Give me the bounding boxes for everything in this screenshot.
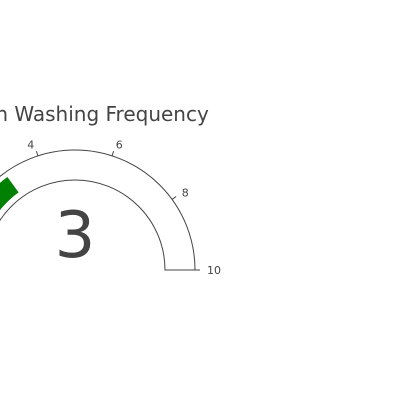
gauge-value: 3 bbox=[55, 199, 96, 273]
gauge-tick bbox=[171, 196, 177, 200]
gauge-tick bbox=[35, 150, 39, 157]
gauge-tick-label: 10 bbox=[207, 264, 221, 277]
gauge-tick-label: 8 bbox=[182, 186, 189, 199]
gauge-tick bbox=[111, 150, 115, 157]
gauge-axis: 0246810 bbox=[27, 138, 221, 277]
gauge-tick-label: 4 bbox=[27, 138, 34, 151]
gauge-value-bar bbox=[0, 176, 19, 211]
chart-title: Cotton Washing Frequency bbox=[0, 102, 209, 126]
gauge-track bbox=[0, 149, 196, 271]
gauge-tick-label: 6 bbox=[116, 138, 123, 151]
